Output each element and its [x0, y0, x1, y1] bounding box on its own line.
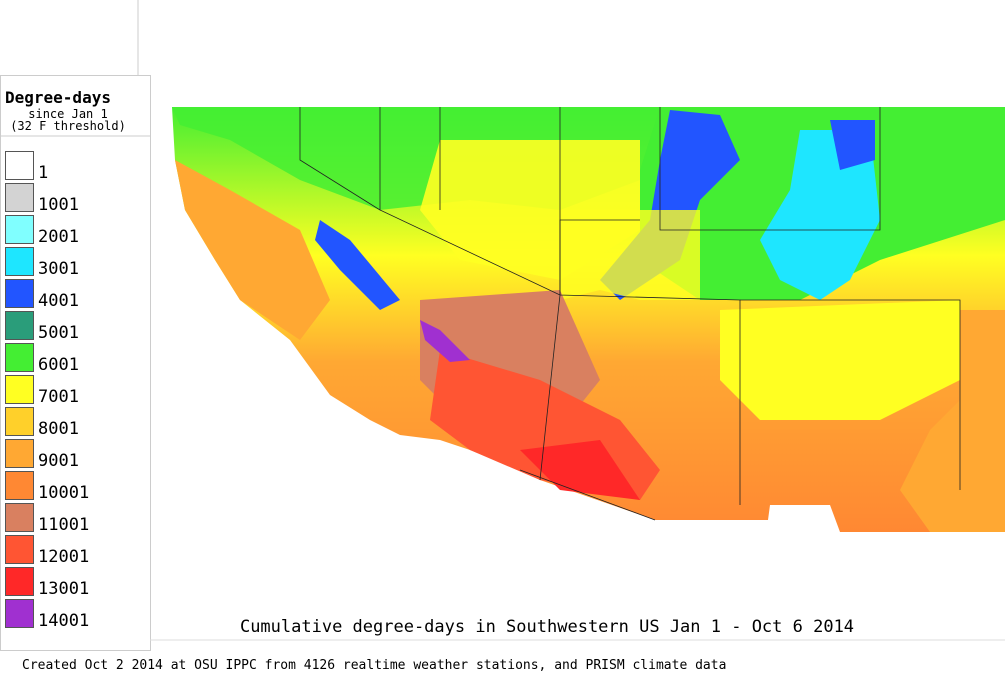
- desert: [420, 320, 470, 362]
- region: [175, 160, 330, 340]
- legend-swatch: [5, 471, 34, 500]
- mountains: [315, 220, 400, 310]
- footer: Created Oct 2 2014 at OSU IPPC from 4126…: [22, 658, 726, 673]
- legend-swatch: [5, 375, 34, 404]
- borders: [299, 107, 961, 521]
- legend-label: 1001: [38, 195, 79, 215]
- legend-title: Degree-days: [5, 88, 111, 107]
- legend: 1100120013001400150016001700180019001100…: [5, 151, 89, 631]
- legend-label: 6001: [38, 355, 79, 375]
- legend-label: 14001: [38, 611, 89, 631]
- legend-subtitle: since Jan 1: [28, 107, 107, 121]
- legend-swatch: [5, 247, 34, 276]
- legend-swatch: [5, 279, 34, 308]
- desert: [520, 440, 640, 500]
- legend-swatch: [5, 439, 34, 468]
- map: [172, 107, 1005, 532]
- legend-swatch: [5, 535, 34, 564]
- legend-note: (32 F threshold): [10, 119, 126, 133]
- legend-label: 8001: [38, 419, 79, 439]
- legend-label: 9001: [38, 451, 79, 471]
- legend-swatch: [5, 151, 34, 180]
- legend-label: 3001: [38, 259, 79, 279]
- legend-swatch: [5, 311, 34, 340]
- legend-label: 11001: [38, 515, 89, 535]
- map-title: Cumulative degree-days in Southwestern U…: [240, 617, 854, 637]
- legend-swatch: [5, 503, 34, 532]
- legend-label: 13001: [38, 579, 89, 599]
- legend-label: 4001: [38, 291, 79, 311]
- legend-frame: [0, 75, 151, 651]
- legend-swatch: [5, 567, 34, 596]
- legend-swatch: [5, 407, 34, 436]
- legend-label: 12001: [38, 547, 89, 567]
- legend-label: 1: [38, 163, 48, 183]
- legend-swatch: [5, 183, 34, 212]
- legend-swatch: [5, 599, 34, 628]
- legend-label: 5001: [38, 323, 79, 343]
- legend-swatch: [5, 215, 34, 244]
- legend-label: 2001: [38, 227, 79, 247]
- legend-swatch: [5, 343, 34, 372]
- mountains: [760, 130, 880, 300]
- region: [720, 300, 960, 420]
- legend-label: 7001: [38, 387, 79, 407]
- region: [560, 210, 700, 300]
- legend-label: 10001: [38, 483, 89, 503]
- mountains: [830, 120, 875, 170]
- region: [900, 310, 1005, 532]
